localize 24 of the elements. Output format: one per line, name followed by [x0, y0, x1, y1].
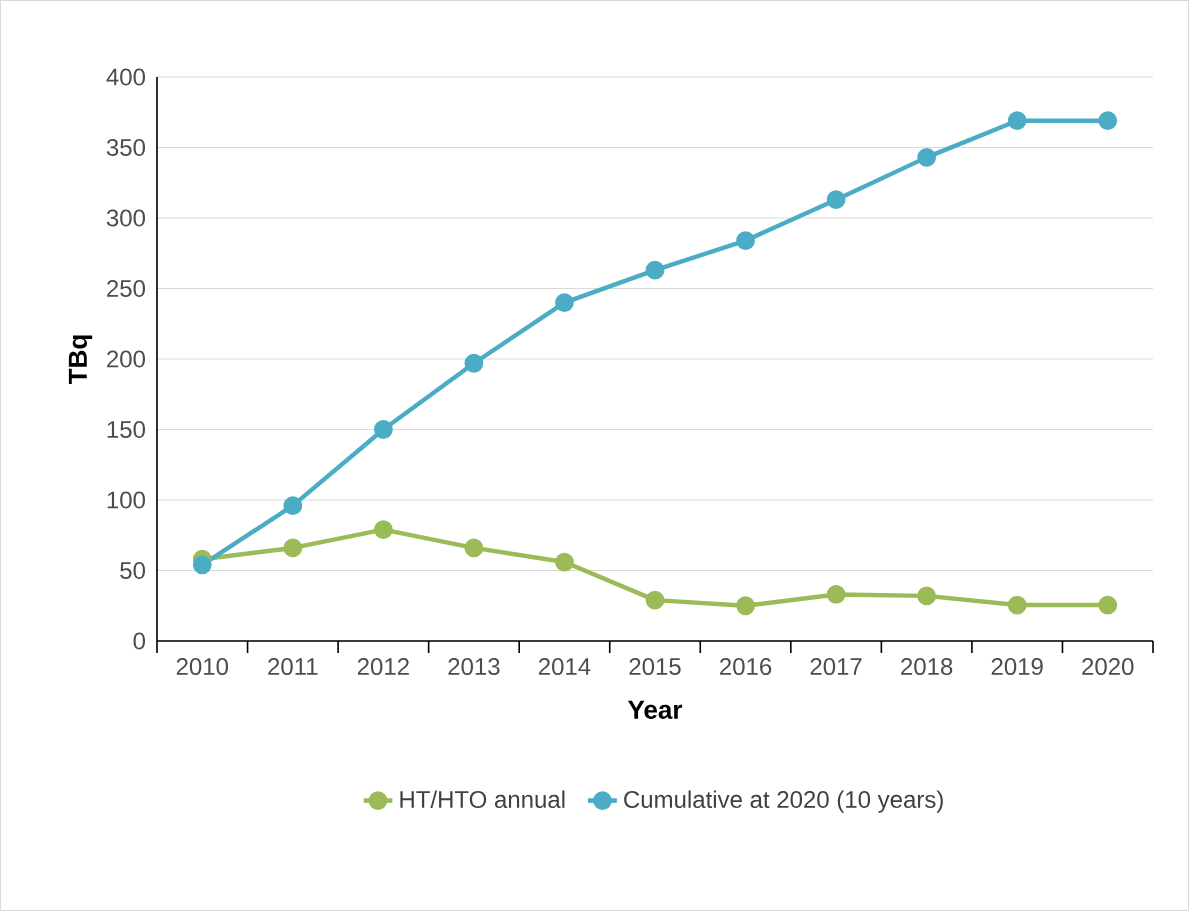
y-tick-label: 250 — [107, 280, 145, 297]
x-tick-label: 2011 — [268, 658, 318, 676]
x-tick-label: 2014 — [538, 658, 591, 676]
legend-label: Cumulative at 2020 (10 years) — [624, 790, 943, 813]
y-tick-label: 300 — [106, 209, 145, 227]
y-tick-label: 50 — [120, 562, 146, 579]
y-tick-label: 100 — [107, 491, 145, 509]
x-tick-label: 2012 — [357, 658, 409, 676]
x-tick-label: 2017 — [810, 658, 862, 676]
y-axis-title: TBq — [68, 335, 93, 384]
y-tick-label: 0 — [133, 632, 146, 650]
x-tick-label: 2010 — [176, 658, 229, 676]
y-tick-label: 150 — [107, 421, 145, 438]
y-tick-label: 350 — [106, 139, 145, 156]
x-tick-label: 2020 — [1082, 658, 1134, 676]
x-axis-title: Year — [627, 700, 683, 719]
x-tick-label: 2013 — [448, 658, 500, 676]
legend-label: HT/HTO annual — [400, 790, 565, 809]
y-tick-label: 400 — [106, 68, 145, 86]
x-tick-label: 2019 — [991, 658, 1043, 676]
x-tick-label: 2018 — [901, 658, 953, 676]
y-tick-label: 200 — [107, 350, 145, 368]
x-tick-label: 2015 — [629, 658, 681, 676]
x-tick-label: 2016 — [720, 658, 772, 676]
